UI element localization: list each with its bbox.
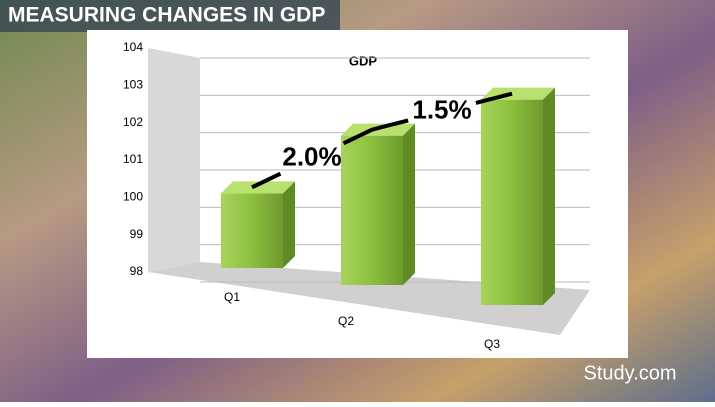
bar xyxy=(221,193,283,268)
y-tick-label: 102 xyxy=(123,115,143,129)
chart-title: GDP xyxy=(349,53,378,68)
x-tick-label: Q3 xyxy=(484,337,500,351)
y-tick-label: 98 xyxy=(130,264,144,278)
plot: 98 99 100 101 102 103 104 Q1 Q2 Q3 2.0% 1.5% xyxy=(123,40,590,351)
bar xyxy=(341,135,403,285)
watermark: Study.com xyxy=(584,362,677,384)
side-wall xyxy=(148,48,200,272)
trend-line xyxy=(475,91,513,105)
bar-side xyxy=(543,87,555,306)
annotation: 2.0% xyxy=(282,141,341,171)
title-bar xyxy=(0,0,340,32)
bar xyxy=(481,99,543,306)
x-tick-label: Q2 xyxy=(338,314,354,328)
slide-title: MEASURING CHANGES IN GDP xyxy=(8,4,325,27)
floor xyxy=(148,262,590,335)
bar-top xyxy=(221,181,295,194)
trend-line xyxy=(371,118,409,132)
x-tick-label: Q1 xyxy=(224,290,240,304)
bar-side xyxy=(283,181,295,268)
trend-line xyxy=(342,127,373,146)
y-tick-label: 101 xyxy=(123,152,143,166)
bar-side xyxy=(403,123,415,286)
y-tick-label: 103 xyxy=(123,78,143,92)
y-tick-label: 104 xyxy=(123,40,143,54)
trend-line xyxy=(251,171,282,190)
annotation: 1.5% xyxy=(412,95,471,125)
y-tick-label: 99 xyxy=(130,227,144,241)
y-tick-label: 100 xyxy=(123,190,143,204)
